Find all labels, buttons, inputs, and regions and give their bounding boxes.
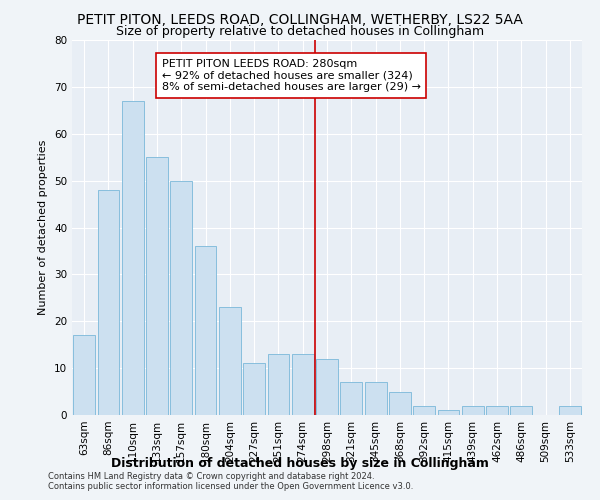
Y-axis label: Number of detached properties: Number of detached properties: [38, 140, 49, 315]
Bar: [268, 354, 289, 415]
Text: PETIT PITON LEEDS ROAD: 280sqm
← 92% of detached houses are smaller (324)
8% of : PETIT PITON LEEDS ROAD: 280sqm ← 92% of …: [162, 58, 421, 92]
Text: Size of property relative to detached houses in Collingham: Size of property relative to detached ho…: [116, 25, 484, 38]
Bar: [73, 336, 95, 415]
Bar: [486, 406, 508, 415]
Bar: [97, 190, 119, 415]
Bar: [122, 101, 143, 415]
Bar: [316, 359, 338, 415]
Bar: [292, 354, 314, 415]
Bar: [146, 157, 168, 415]
Bar: [219, 307, 241, 415]
Text: Contains HM Land Registry data © Crown copyright and database right 2024.: Contains HM Land Registry data © Crown c…: [48, 472, 374, 481]
Text: PETIT PITON, LEEDS ROAD, COLLINGHAM, WETHERBY, LS22 5AA: PETIT PITON, LEEDS ROAD, COLLINGHAM, WET…: [77, 12, 523, 26]
Bar: [365, 382, 386, 415]
Bar: [559, 406, 581, 415]
Bar: [413, 406, 435, 415]
Text: Contains public sector information licensed under the Open Government Licence v3: Contains public sector information licen…: [48, 482, 413, 491]
Bar: [511, 406, 532, 415]
Bar: [389, 392, 411, 415]
Bar: [194, 246, 217, 415]
Bar: [170, 180, 192, 415]
Text: Distribution of detached houses by size in Collingham: Distribution of detached houses by size …: [111, 458, 489, 470]
Bar: [243, 364, 265, 415]
Bar: [437, 410, 460, 415]
Bar: [340, 382, 362, 415]
Bar: [462, 406, 484, 415]
